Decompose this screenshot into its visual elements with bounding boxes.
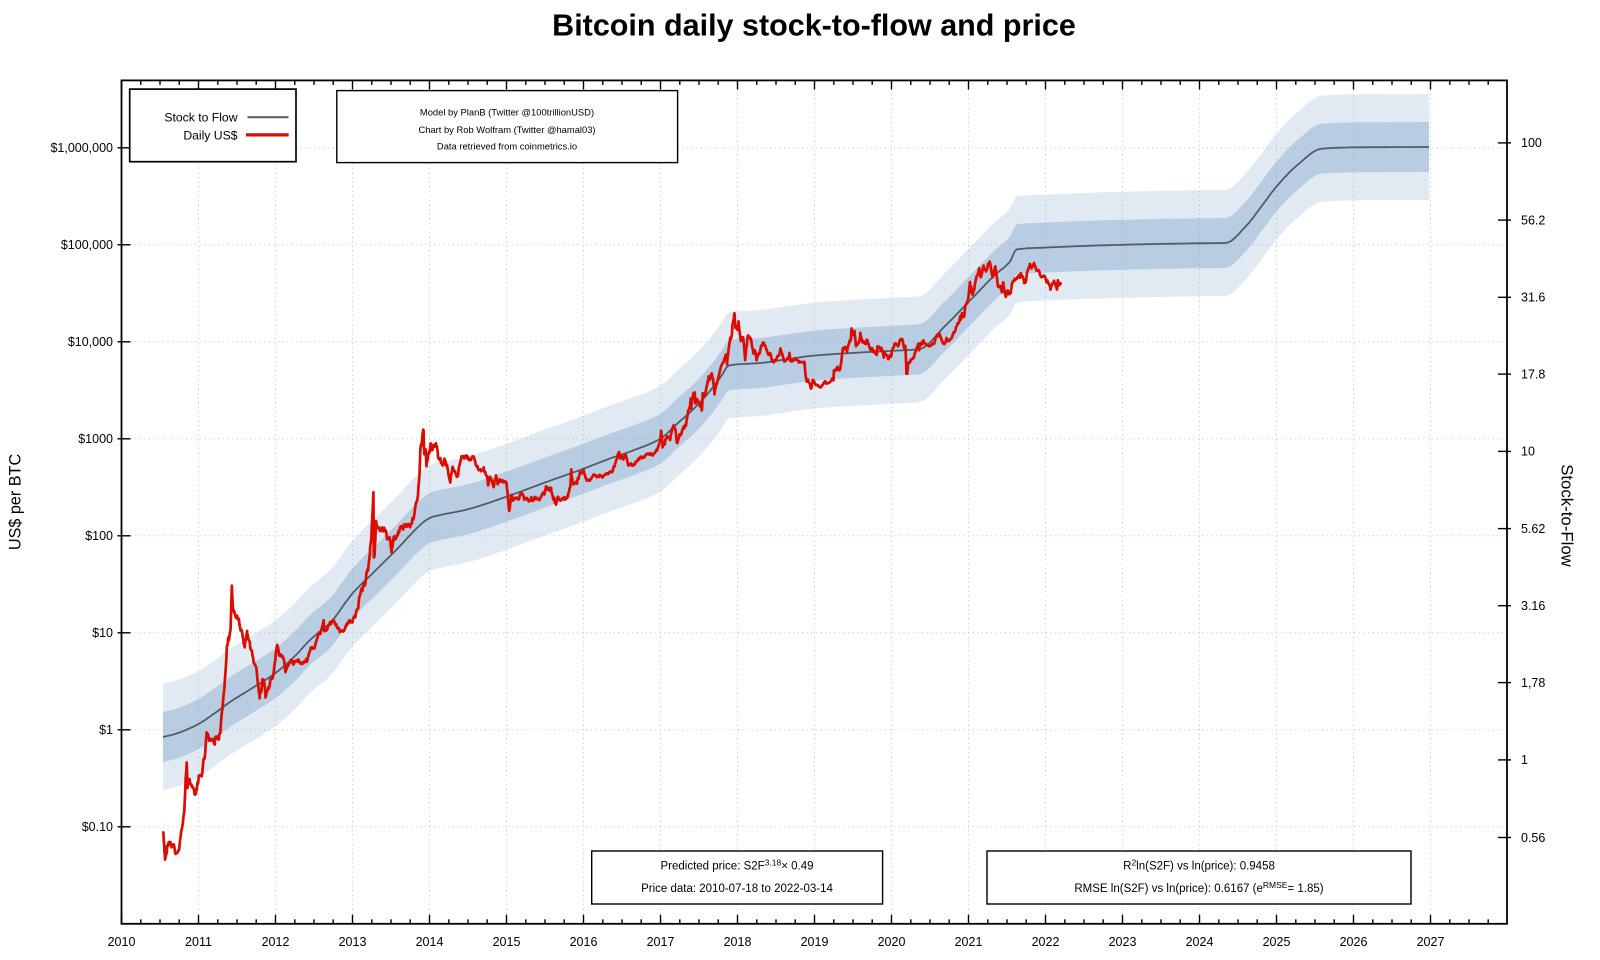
svg-text:2010: 2010: [108, 935, 136, 949]
svg-text:Price data: 2010-07-18 to 2022: Price data: 2010-07-18 to 2022-03-14: [641, 883, 833, 895]
svg-text:2018: 2018: [724, 935, 752, 949]
svg-text:$10: $10: [92, 626, 113, 640]
svg-text:31.6: 31.6: [1521, 291, 1545, 305]
svg-text:R2ln(S2F) vs ln(price): 0.9458: R2ln(S2F) vs ln(price): 0.9458: [1123, 858, 1275, 873]
svg-text:5.62: 5.62: [1521, 522, 1545, 536]
svg-text:$0.10: $0.10: [82, 820, 113, 834]
svg-text:2023: 2023: [1109, 935, 1137, 949]
svg-text:$100: $100: [85, 529, 113, 543]
svg-text:US$ per BTC: US$ per BTC: [7, 454, 25, 551]
svg-text:10: 10: [1521, 445, 1535, 459]
svg-text:2021: 2021: [955, 935, 983, 949]
svg-text:2027: 2027: [1417, 935, 1445, 949]
svg-text:2024: 2024: [1186, 935, 1214, 949]
svg-text:$1,000,000: $1,000,000: [50, 141, 113, 155]
svg-text:Stock-to-Flow: Stock-to-Flow: [1558, 464, 1577, 567]
svg-text:$100,000: $100,000: [61, 238, 113, 252]
svg-text:RMSE ln(S2F) vs ln(price): 0.6: RMSE ln(S2F) vs ln(price): 0.6167 (eRMSE…: [1074, 880, 1323, 895]
svg-text:2025: 2025: [1263, 935, 1291, 949]
svg-text:56.2: 56.2: [1521, 213, 1545, 227]
svg-text:$1: $1: [99, 723, 113, 737]
svg-text:2014: 2014: [416, 935, 444, 949]
svg-text:Data retrieved from coinmetric: Data retrieved from coinmetrics.io: [437, 141, 577, 152]
svg-text:$1000: $1000: [78, 432, 113, 446]
svg-text:2016: 2016: [570, 935, 598, 949]
svg-text:Model by PlanB (Twitter @100tr: Model by PlanB (Twitter @100trillionUSD): [420, 107, 594, 118]
svg-text:Chart by Rob Wolfram (Twitter: Chart by Rob Wolfram (Twitter @hamal03): [418, 124, 595, 135]
svg-text:2026: 2026: [1340, 935, 1368, 949]
svg-text:2012: 2012: [262, 935, 290, 949]
svg-text:100: 100: [1521, 136, 1542, 150]
svg-text:1: 1: [1521, 753, 1528, 767]
svg-text:2013: 2013: [339, 935, 367, 949]
svg-text:2019: 2019: [801, 935, 829, 949]
svg-text:Stock to Flow: Stock to Flow: [164, 111, 237, 125]
svg-text:2022: 2022: [1032, 935, 1060, 949]
svg-text:Daily US$: Daily US$: [183, 128, 237, 142]
svg-text:$10,000: $10,000: [68, 335, 113, 349]
svg-text:Bitcoin daily stock-to-flow an: Bitcoin daily stock-to-flow and price: [552, 9, 1076, 43]
svg-text:2017: 2017: [647, 935, 675, 949]
svg-text:17.8: 17.8: [1521, 367, 1545, 381]
svg-text:2011: 2011: [185, 935, 212, 949]
svg-text:3.16: 3.16: [1521, 599, 1545, 613]
svg-text:2015: 2015: [493, 935, 521, 949]
svg-text:1,78: 1,78: [1521, 676, 1545, 690]
svg-text:0.56: 0.56: [1521, 831, 1545, 845]
svg-text:Predicted price: S2F3.18× 0.49: Predicted price: S2F3.18× 0.49: [660, 858, 813, 873]
svg-text:2020: 2020: [878, 935, 906, 949]
